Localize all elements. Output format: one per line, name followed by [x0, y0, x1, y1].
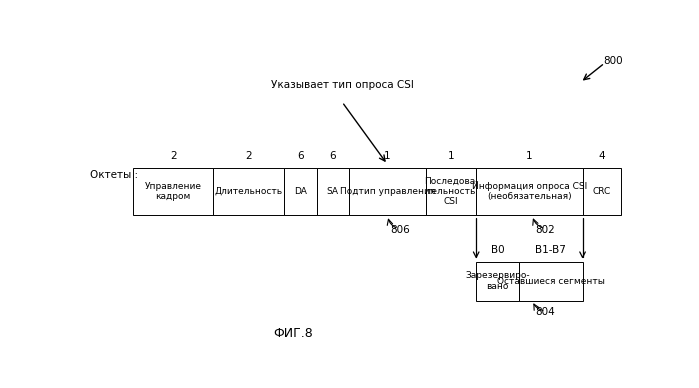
- Text: 6: 6: [329, 151, 336, 161]
- Text: Подтип управления: Подтип управления: [340, 187, 435, 196]
- Bar: [284, 168, 317, 215]
- Text: 802: 802: [535, 225, 554, 235]
- Text: 804: 804: [535, 307, 554, 317]
- Bar: [582, 168, 621, 215]
- Text: Октеты :: Октеты :: [90, 170, 138, 180]
- Bar: [476, 168, 582, 215]
- Text: B0: B0: [491, 245, 504, 255]
- Bar: [519, 262, 582, 300]
- Bar: [134, 168, 213, 215]
- Text: Информация опроса CSI
(необязательная): Информация опроса CSI (необязательная): [472, 182, 587, 201]
- Text: CRC: CRC: [593, 187, 611, 196]
- Text: 2: 2: [170, 151, 177, 161]
- Bar: [317, 168, 349, 215]
- Text: 2: 2: [245, 151, 252, 161]
- Bar: [349, 168, 426, 215]
- Text: B1-B7: B1-B7: [535, 245, 566, 255]
- Text: SA: SA: [327, 187, 339, 196]
- Text: DA: DA: [294, 187, 307, 196]
- Text: 1: 1: [384, 151, 391, 161]
- Bar: [476, 262, 519, 300]
- Text: 6: 6: [297, 151, 303, 161]
- Text: Управление
кадром: Управление кадром: [145, 182, 202, 201]
- Bar: [213, 168, 284, 215]
- Text: 1: 1: [526, 151, 533, 161]
- Text: Длительность: Длительность: [215, 187, 282, 196]
- Text: 1: 1: [448, 151, 454, 161]
- Text: 806: 806: [390, 225, 410, 235]
- Text: ФИГ.8: ФИГ.8: [273, 327, 313, 340]
- Text: 4: 4: [598, 151, 605, 161]
- Text: Оставшиеся сегменты: Оставшиеся сегменты: [497, 277, 605, 286]
- Bar: [426, 168, 476, 215]
- Text: 800: 800: [603, 55, 623, 66]
- Text: Зарезервиро-
вано: Зарезервиро- вано: [465, 271, 530, 291]
- Text: Последова-
тельность
CSI: Последова- тельность CSI: [424, 177, 478, 206]
- Text: Указывает тип опроса CSI: Указывает тип опроса CSI: [271, 80, 413, 90]
